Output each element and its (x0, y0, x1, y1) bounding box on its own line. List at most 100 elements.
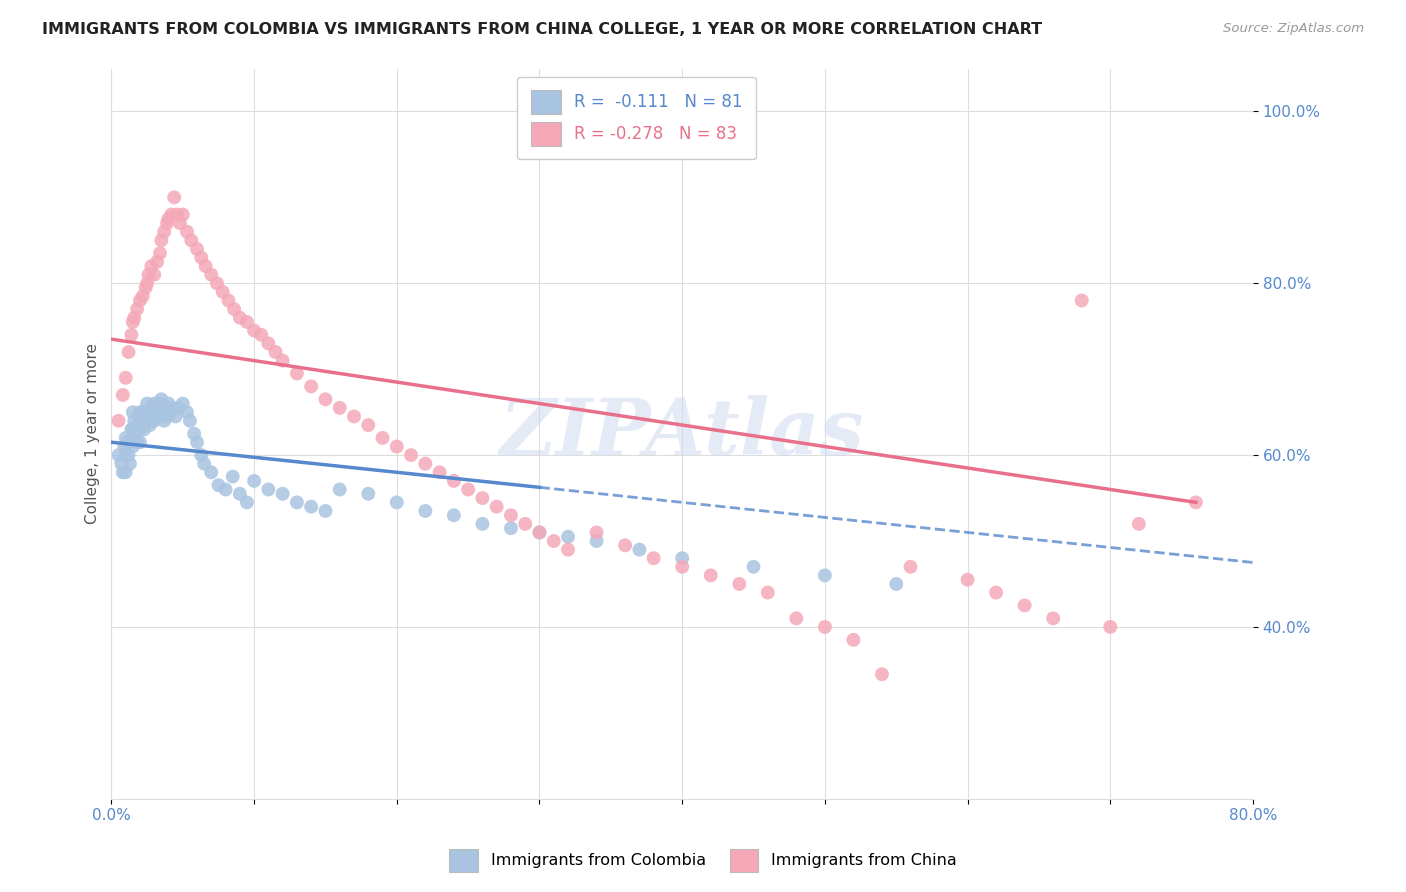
Point (132, 289, 155, 303)
Point (371, 431, 394, 445)
Point (135, 409, 157, 424)
Point (236, 495, 259, 509)
Point (153, 414, 176, 428)
Point (146, 409, 169, 424)
Point (129, 405, 152, 419)
Point (157, 211, 180, 226)
Point (1128, 516, 1150, 531)
Point (543, 534, 565, 549)
Point (443, 474, 465, 488)
Point (429, 465, 451, 479)
Point (193, 457, 215, 471)
Point (129, 422, 152, 436)
Point (415, 457, 437, 471)
Point (176, 405, 198, 419)
Point (222, 469, 245, 483)
Point (217, 293, 239, 308)
Point (643, 551, 665, 566)
Point (343, 409, 366, 424)
Point (257, 483, 280, 497)
Point (166, 208, 188, 222)
Point (153, 225, 176, 239)
Text: IMMIGRANTS FROM COLOMBIA VS IMMIGRANTS FROM CHINA COLLEGE, 1 YEAR OR MORE CORREL: IMMIGRANTS FROM COLOMBIA VS IMMIGRANTS F… (42, 22, 1042, 37)
Point (114, 448, 136, 462)
Point (156, 409, 179, 424)
Point (115, 435, 138, 450)
Point (167, 401, 190, 415)
Point (121, 315, 143, 329)
Point (628, 542, 651, 557)
Point (183, 426, 205, 441)
Point (122, 414, 145, 428)
Point (124, 426, 146, 441)
Point (145, 401, 167, 415)
Point (285, 367, 308, 381)
Point (257, 336, 280, 351)
Point (207, 478, 229, 492)
Point (842, 632, 865, 647)
Point (1185, 495, 1208, 509)
Point (1042, 611, 1064, 625)
Point (671, 559, 693, 574)
Point (250, 327, 273, 342)
Point (200, 268, 222, 282)
Point (120, 327, 142, 342)
Point (172, 208, 194, 222)
Point (1099, 620, 1122, 634)
Point (529, 525, 551, 540)
Point (138, 268, 160, 282)
Point (159, 405, 181, 419)
Point (515, 516, 537, 531)
Point (229, 310, 252, 325)
Point (143, 396, 166, 410)
Point (117, 448, 139, 462)
Point (138, 405, 160, 419)
Point (129, 435, 152, 450)
Point (118, 457, 141, 471)
Point (557, 530, 579, 544)
Point (728, 577, 751, 591)
Point (585, 525, 607, 540)
Point (110, 457, 132, 471)
Point (956, 573, 979, 587)
Point (120, 422, 142, 436)
Point (142, 409, 165, 424)
Point (457, 483, 479, 497)
Point (135, 280, 157, 294)
Point (271, 353, 294, 368)
Point (132, 405, 155, 419)
Point (152, 405, 174, 419)
Point (224, 301, 246, 316)
Point (529, 525, 551, 540)
Point (357, 418, 380, 433)
Point (180, 233, 202, 247)
Point (299, 379, 322, 393)
Point (194, 259, 217, 273)
Point (214, 483, 236, 497)
Point (385, 495, 408, 509)
Point (157, 396, 180, 410)
Point (186, 435, 208, 450)
Point (884, 577, 907, 591)
Point (172, 396, 194, 410)
Point (136, 414, 159, 428)
Point (471, 491, 494, 505)
Point (162, 401, 184, 415)
Point (163, 190, 186, 204)
Point (107, 414, 129, 428)
Point (585, 534, 607, 549)
Point (121, 440, 143, 454)
Point (121, 422, 143, 436)
Point (756, 585, 779, 599)
Point (111, 465, 134, 479)
Point (229, 487, 252, 501)
Point (156, 216, 179, 230)
Point (176, 225, 198, 239)
Point (443, 508, 465, 523)
Point (131, 414, 153, 428)
Y-axis label: College, 1 year or more: College, 1 year or more (86, 343, 100, 524)
Legend: Immigrants from Colombia, Immigrants from China: Immigrants from Colombia, Immigrants fro… (441, 841, 965, 880)
Point (1014, 599, 1036, 613)
Point (139, 418, 162, 433)
Point (136, 277, 159, 291)
